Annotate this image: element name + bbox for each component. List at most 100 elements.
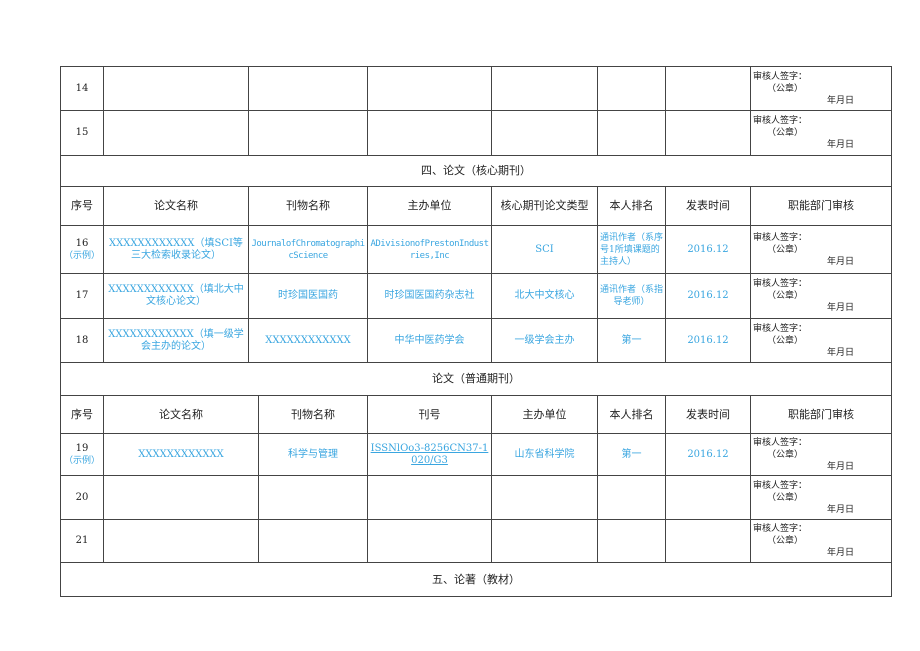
- row-no: 16: [75, 237, 89, 249]
- column-header: 序号: [60, 186, 104, 226]
- column-header: 论文名称: [103, 395, 259, 434]
- cell[interactable]: [491, 475, 598, 520]
- sponsor[interactable]: 中华中医药学会: [367, 318, 492, 363]
- sponsor[interactable]: ADivisionofPrestonIndustries,Inc: [367, 225, 492, 274]
- cell[interactable]: [367, 519, 492, 563]
- review-date: 年月日: [827, 461, 855, 472]
- review-sign: 审核人签字：: [753, 232, 808, 243]
- author-rank[interactable]: 通讯作者（系序号1所填课题的主持人）: [597, 225, 666, 274]
- column-header: 论文名称: [103, 186, 249, 226]
- cell[interactable]: [597, 519, 666, 563]
- review-cell: 审核人签字： （公章） 年月日: [750, 475, 892, 520]
- header-row: 序号 论文名称 刊物名称 主办单位 核心期刊论文类型 本人排名 发表时间 职能部门审核: [60, 186, 892, 226]
- review-date: 年月日: [827, 548, 855, 558]
- review-cell: 审核人签字： （公章） 年月日: [750, 225, 892, 274]
- column-header: 序号: [60, 395, 104, 434]
- paper-title[interactable]: XXXXXXXXXXXX: [103, 433, 259, 476]
- column-header: 刊号: [367, 395, 492, 434]
- section-title: 五、论著（教材）: [60, 562, 892, 597]
- row-number: 19 （示例）: [60, 433, 104, 476]
- paper-title[interactable]: XXXXXXXXXXXX（填SCI等三大检索收录论文）: [103, 225, 249, 274]
- cell[interactable]: [367, 475, 492, 520]
- publish-date[interactable]: 2016.12: [665, 273, 751, 319]
- row-number: 18: [60, 318, 104, 363]
- table-row: 21 审核人签字： （公章） 年月日: [60, 519, 892, 563]
- cell[interactable]: [367, 110, 492, 156]
- row-number: 15: [60, 110, 104, 156]
- row-number: 17: [60, 273, 104, 319]
- journal-name[interactable]: JournalofChromatographicScience: [248, 225, 368, 274]
- cell[interactable]: [665, 110, 751, 156]
- cell[interactable]: [665, 519, 751, 563]
- review-sign: 审核人签字：: [753, 71, 808, 82]
- paper-title[interactable]: XXXXXXXXXXXX（填北大中文核心论文）: [103, 273, 249, 319]
- publish-date[interactable]: 2016.12: [665, 433, 751, 476]
- review-cell: 审核人签字： （公章） 年月日: [750, 66, 892, 111]
- review-date: 年月日: [827, 504, 855, 515]
- publish-date[interactable]: 2016.12: [665, 318, 751, 363]
- cell[interactable]: [103, 66, 249, 111]
- review-date: 年月日: [827, 140, 855, 150]
- journal-name[interactable]: 时珍国医国药: [248, 273, 368, 319]
- review-date: 年月日: [827, 256, 855, 267]
- column-header: 发表时间: [665, 186, 751, 226]
- cell[interactable]: [491, 66, 598, 111]
- author-rank[interactable]: 通讯作者（系指导老师）: [597, 273, 666, 319]
- review-seal: （公章）: [767, 128, 804, 138]
- review-sign: 审核人签字：: [753, 116, 808, 126]
- paper-type[interactable]: SCI: [491, 225, 598, 274]
- table-row: 19 （示例） XXXXXXXXXXXX 科学与管理 ISSNlOo3-8256C…: [60, 433, 892, 476]
- example-label: （示例）: [63, 455, 100, 466]
- cell[interactable]: [103, 110, 249, 156]
- cell[interactable]: [597, 110, 666, 156]
- sponsor[interactable]: 山东省科学院: [491, 433, 598, 476]
- journal-name[interactable]: 科学与管理: [258, 433, 368, 476]
- cell[interactable]: [491, 519, 598, 563]
- table-row: 16 （示例） XXXXXXXXXXXX（填SCI等三大检索收录论文） Journ…: [60, 225, 892, 274]
- section-title: 四、论文（核心期刊）: [60, 155, 892, 187]
- review-seal: （公章）: [767, 492, 804, 503]
- table-top-rows: 14 审核人签字： （公章） 年月日 15 审核人签字： （公章） 年月日 四、论文（核…: [60, 66, 892, 396]
- row-number: 14: [60, 66, 104, 111]
- cell[interactable]: [597, 66, 666, 111]
- column-header: 核心期刊论文类型: [491, 186, 598, 226]
- review-date: 年月日: [827, 347, 855, 358]
- publish-date[interactable]: 2016.12: [665, 225, 751, 274]
- column-header: 刊物名称: [258, 395, 368, 434]
- issn-link[interactable]: ISSNlOo3-8256CN37-1020/G3: [367, 433, 492, 476]
- header-row: 序号 论文名称 刊物名称 刊号 主办单位 本人排名 发表时间 职能部门审核: [60, 395, 892, 434]
- review-date: 年月日: [827, 303, 855, 313]
- cell[interactable]: [258, 519, 368, 563]
- row-number: 16 （示例）: [60, 225, 104, 274]
- cell[interactable]: [103, 519, 259, 563]
- cell[interactable]: [248, 110, 368, 156]
- table-general-journals: 序号 论文名称 刊物名称 刊号 主办单位 本人排名 发表时间 职能部门审核 19 （示例） XX…: [60, 395, 892, 597]
- cell[interactable]: [367, 66, 492, 111]
- paper-title[interactable]: XXXXXXXXXXXX（填一级学会主办的论文）: [103, 318, 249, 363]
- paper-type[interactable]: 一级学会主办: [491, 318, 598, 363]
- sponsor[interactable]: 时珍国医国药杂志社: [367, 273, 492, 319]
- paper-type[interactable]: 北大中文核心: [491, 273, 598, 319]
- row-number: 21: [60, 519, 104, 563]
- cell[interactable]: [103, 475, 259, 520]
- column-header: 主办单位: [367, 186, 492, 226]
- review-sign: 审核人签字：: [753, 524, 808, 534]
- review-sign: 审核人签字：: [753, 480, 808, 491]
- cell[interactable]: [248, 66, 368, 111]
- review-seal: （公章）: [767, 449, 804, 460]
- cell[interactable]: [665, 475, 751, 520]
- author-rank[interactable]: 第一: [597, 318, 666, 363]
- cell[interactable]: [665, 66, 751, 111]
- review-seal: （公章）: [767, 83, 804, 94]
- cell[interactable]: [258, 475, 368, 520]
- column-header: 本人排名: [597, 395, 666, 434]
- journal-name[interactable]: XXXXXXXXXXXX: [248, 318, 368, 363]
- review-cell: 审核人签字： （公章） 年月日: [750, 110, 892, 156]
- cell[interactable]: [597, 475, 666, 520]
- cell[interactable]: [491, 110, 598, 156]
- author-rank[interactable]: 第一: [597, 433, 666, 476]
- review-sign: 审核人签字：: [753, 279, 808, 289]
- review-seal: （公章）: [767, 536, 804, 546]
- section-title: 论文（普通期刊）: [60, 362, 892, 396]
- review-seal: （公章）: [767, 244, 804, 255]
